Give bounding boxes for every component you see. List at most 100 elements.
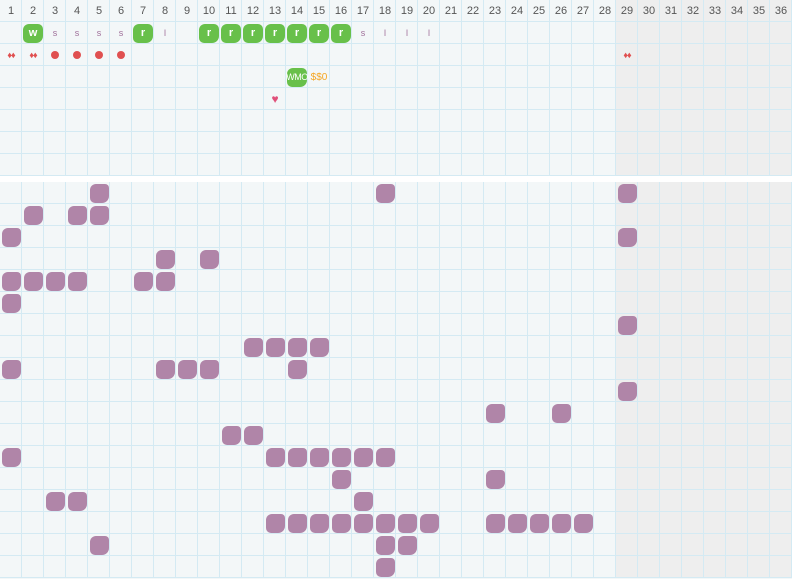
grid-cell[interactable] — [176, 270, 198, 292]
grid-cell[interactable] — [726, 132, 748, 154]
grid-cell[interactable] — [528, 490, 550, 512]
grid-cell[interactable] — [484, 358, 506, 380]
grid-cell[interactable] — [352, 154, 374, 176]
grid-cell[interactable] — [748, 424, 770, 446]
grid-cell[interactable] — [528, 22, 550, 44]
grid-cell[interactable] — [418, 336, 440, 358]
grid-cell[interactable] — [572, 314, 594, 336]
grid-cell[interactable] — [550, 314, 572, 336]
grid-cell[interactable] — [418, 270, 440, 292]
grid-cell[interactable] — [0, 88, 22, 110]
grid-cell[interactable] — [638, 88, 660, 110]
grid-cell[interactable] — [330, 248, 352, 270]
grid-cell[interactable] — [528, 380, 550, 402]
grid-cell[interactable] — [220, 248, 242, 270]
marker-green[interactable]: r — [264, 22, 286, 44]
grid-cell[interactable] — [638, 132, 660, 154]
grid-cell[interactable] — [198, 314, 220, 336]
grid-cell[interactable] — [704, 132, 726, 154]
grid-cell[interactable] — [132, 226, 154, 248]
grid-cell[interactable] — [308, 44, 330, 66]
grid-cell[interactable] — [330, 534, 352, 556]
blob-entry[interactable] — [374, 556, 396, 578]
grid-cell[interactable] — [242, 204, 264, 226]
grid-cell[interactable] — [198, 556, 220, 578]
grid-cell[interactable] — [660, 512, 682, 534]
grid-cell[interactable] — [0, 380, 22, 402]
grid-cell[interactable] — [374, 512, 396, 534]
grid-cell[interactable] — [22, 88, 44, 110]
grid-cell[interactable] — [176, 336, 198, 358]
grid-cell[interactable] — [594, 490, 616, 512]
grid-cell[interactable] — [264, 512, 286, 534]
marker-green[interactable]: r — [242, 22, 264, 44]
grid-cell[interactable] — [506, 110, 528, 132]
grid-cell[interactable] — [44, 380, 66, 402]
grid-cell[interactable] — [264, 248, 286, 270]
grid-cell[interactable] — [22, 358, 44, 380]
grid-cell[interactable] — [418, 314, 440, 336]
grid-cell[interactable] — [374, 22, 396, 44]
blob-entry[interactable] — [572, 512, 594, 534]
grid-cell[interactable] — [572, 132, 594, 154]
grid-cell[interactable] — [330, 446, 352, 468]
grid-cell[interactable] — [198, 380, 220, 402]
grid-cell[interactable] — [704, 512, 726, 534]
grid-cell[interactable] — [176, 402, 198, 424]
grid-cell[interactable] — [44, 314, 66, 336]
grid-cell[interactable] — [374, 402, 396, 424]
blob-entry[interactable] — [154, 270, 176, 292]
marker-green[interactable]: w — [22, 22, 44, 44]
blob-entry[interactable] — [66, 490, 88, 512]
grid-cell[interactable] — [0, 402, 22, 424]
grid-cell[interactable] — [726, 110, 748, 132]
grid-cell[interactable] — [110, 66, 132, 88]
grid-cell[interactable] — [198, 132, 220, 154]
grid-cell[interactable] — [352, 358, 374, 380]
grid-cell[interactable] — [0, 110, 22, 132]
grid-cell[interactable] — [220, 380, 242, 402]
grid-cell[interactable] — [484, 44, 506, 66]
marker-text[interactable]: s — [352, 22, 374, 44]
grid-cell[interactable] — [374, 490, 396, 512]
grid-cell[interactable] — [0, 248, 22, 270]
grid-cell[interactable] — [704, 336, 726, 358]
grid-cell[interactable] — [132, 534, 154, 556]
grid-cell[interactable] — [440, 402, 462, 424]
grid-cell[interactable] — [616, 110, 638, 132]
grid-cell[interactable] — [682, 380, 704, 402]
blob-entry[interactable] — [132, 270, 154, 292]
grid-cell[interactable] — [638, 182, 660, 204]
grid-cell[interactable] — [88, 44, 110, 66]
grid-cell[interactable] — [616, 204, 638, 226]
grid-cell[interactable] — [682, 270, 704, 292]
blob-entry[interactable] — [374, 446, 396, 468]
grid-cell[interactable] — [44, 292, 66, 314]
grid-cell[interactable] — [726, 512, 748, 534]
blob-entry[interactable] — [264, 446, 286, 468]
grid-cell[interactable] — [66, 132, 88, 154]
grid-cell[interactable] — [660, 468, 682, 490]
grid-cell[interactable] — [308, 336, 330, 358]
grid-cell[interactable] — [506, 358, 528, 380]
grid-cell[interactable] — [704, 490, 726, 512]
grid-cell[interactable] — [154, 556, 176, 578]
grid-cell[interactable] — [286, 424, 308, 446]
blob-entry[interactable] — [0, 270, 22, 292]
grid-cell[interactable] — [440, 154, 462, 176]
grid-cell[interactable] — [352, 44, 374, 66]
grid-cell[interactable] — [550, 248, 572, 270]
grid-cell[interactable] — [704, 182, 726, 204]
grid-cell[interactable] — [572, 402, 594, 424]
grid-cell[interactable] — [572, 226, 594, 248]
grid-cell[interactable] — [66, 336, 88, 358]
grid-cell[interactable] — [506, 88, 528, 110]
grid-cell[interactable] — [22, 154, 44, 176]
grid-cell[interactable] — [220, 314, 242, 336]
grid-cell[interactable] — [308, 292, 330, 314]
grid-cell[interactable] — [176, 22, 198, 44]
grid-cell[interactable] — [374, 66, 396, 88]
grid-cell[interactable] — [264, 380, 286, 402]
grid-cell[interactable] — [594, 182, 616, 204]
grid-cell[interactable] — [638, 248, 660, 270]
